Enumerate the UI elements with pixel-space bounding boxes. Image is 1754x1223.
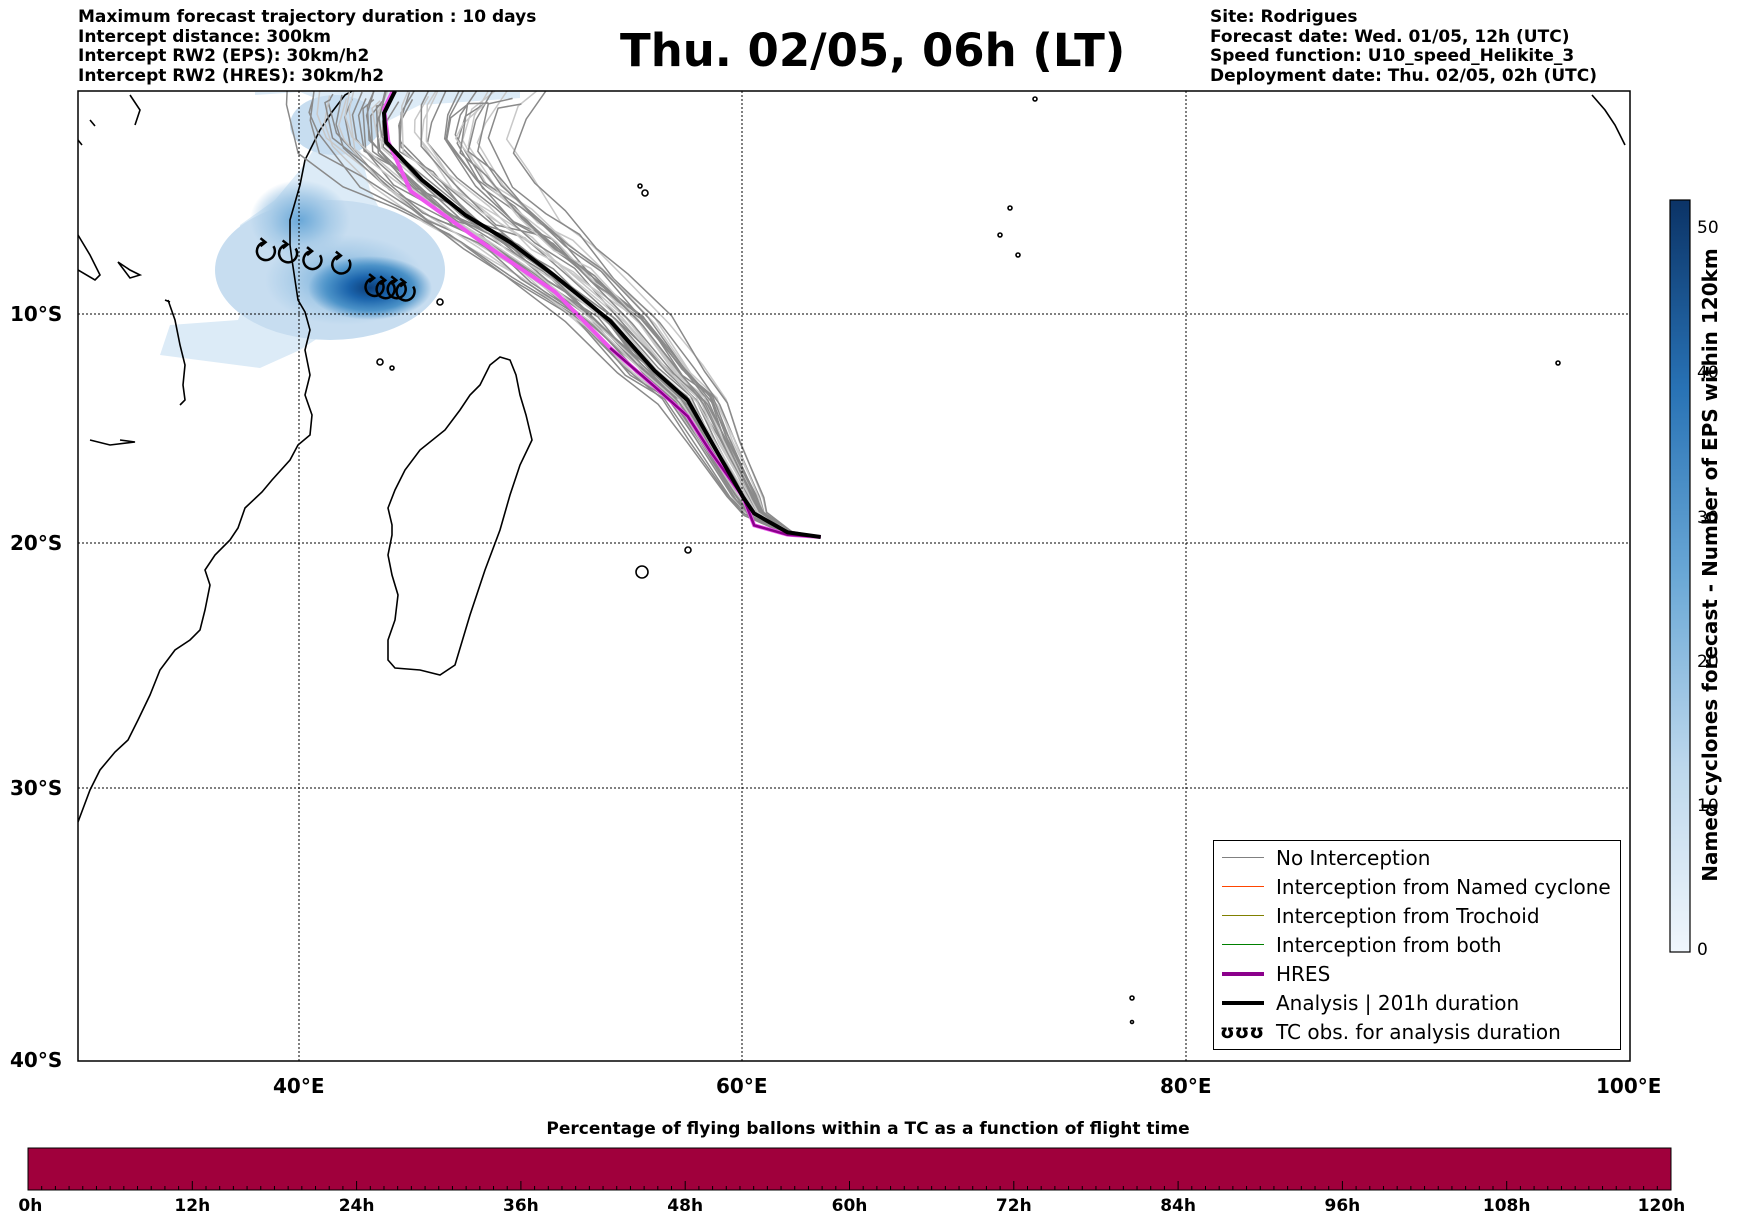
tc-obs-marker-arrow <box>390 275 399 286</box>
coastlines <box>78 91 1626 1025</box>
tc-obs-marker <box>302 249 323 271</box>
intercept-hres-text: Intercept RW2 (HRES): 30km/h2 <box>78 65 385 86</box>
speed-function-text: Speed function: U10_speed_Helikite_3 <box>1210 46 1575 66</box>
eps-trajectory <box>443 91 821 538</box>
legend-item-named-cyclone: Interception from Named cyclone <box>1214 872 1620 901</box>
eps-trajectory <box>401 91 821 538</box>
percentage-bar-tick-label: 72h <box>995 1196 1032 1216</box>
eps-trajectory <box>476 91 821 538</box>
lon-label-80e: 80°E <box>1160 1074 1212 1098</box>
eps-trajectory <box>285 91 821 538</box>
percentage-bar-tick-label: 48h <box>667 1196 704 1216</box>
percentage-bar-ticks <box>27 1181 1672 1190</box>
tc-obs-marker <box>395 281 416 302</box>
lon-label-100e: 100°E <box>1596 1074 1662 1098</box>
tc-obs-marker-arrow <box>379 275 388 286</box>
tc-obs-marker-arrow <box>259 237 268 248</box>
tc-obs-marker-arrow <box>281 239 290 250</box>
percentage-bar-title: Percentage of flying ballons within a TC… <box>546 1119 1190 1139</box>
eps-trajectory <box>505 91 821 538</box>
eps-trajectory <box>420 91 821 538</box>
intercept-distance-text: Intercept distance: 300km <box>78 26 331 47</box>
tc-obs-marker <box>375 279 396 300</box>
lat-label-20s: 20°S <box>10 531 63 555</box>
legend-item-trochoid: Interception from Trochoid <box>1214 901 1620 930</box>
legend-item-hres: HRES <box>1214 959 1620 988</box>
grid-lines <box>78 91 1630 1061</box>
eps-trajectory <box>445 103 821 538</box>
density-colorbar <box>1669 199 1691 953</box>
lon-label-40e: 40°E <box>273 1074 325 1098</box>
lon-label-60e: 60°E <box>716 1074 768 1098</box>
header-info-left: Maximum forecast trajectory duration : 1… <box>78 7 537 86</box>
hres-track-core <box>609 346 821 539</box>
eps-trajectory <box>459 102 821 538</box>
percentage-bar-tick-label: 12h <box>174 1196 211 1216</box>
tc-observations <box>255 237 416 302</box>
lat-label-40s: 40°S <box>10 1048 63 1072</box>
tc-obs-marker <box>331 254 352 275</box>
colorbar-tick-40: 40 <box>1697 363 1719 383</box>
lat-label-30s: 30°S <box>10 776 63 800</box>
header-info-right: Site: Rodrigues Forecast date: Wed. 01/0… <box>1210 7 1597 86</box>
analysis-track <box>381 91 821 539</box>
percentage-bar-tick-label: 24h <box>338 1196 375 1216</box>
tc-obs-marker <box>277 243 299 264</box>
percentage-bar-tick-label: 120h <box>1637 1196 1686 1216</box>
eps-trajectory <box>467 91 821 538</box>
colorbar-tick-30: 30 <box>1697 508 1719 528</box>
legend-item-both: Interception from both <box>1214 930 1620 959</box>
eps-trajectory <box>512 91 821 538</box>
eps-trajectory <box>308 97 821 538</box>
intercept-eps-text: Intercept RW2 (EPS): 30km/h2 <box>78 46 370 66</box>
site-text: Site: Rodrigues <box>1210 7 1358 27</box>
page-title: Thu. 02/05, 06h (LT) <box>620 24 1126 77</box>
tc-obs-marker-arrow <box>335 250 343 261</box>
colorbar-tick-20: 20 <box>1697 652 1719 672</box>
map-frame <box>77 90 1631 1062</box>
legend-item-no-interception: No Interception <box>1214 843 1620 872</box>
colorbar-tick-50: 50 <box>1697 218 1719 238</box>
lat-label-10s: 10°S <box>10 302 63 326</box>
percentage-bar-tick-label: 0h <box>18 1196 43 1216</box>
legend-item-analysis: Analysis | 201h duration <box>1214 988 1620 1017</box>
colorbar-tick-10: 10 <box>1697 796 1719 816</box>
forecast-date-text: Forecast date: Wed. 01/05, 12h (UTC) <box>1210 26 1570 47</box>
percentage-bar-tick-label: 108h <box>1482 1196 1531 1216</box>
tc-obs-marker <box>255 240 277 262</box>
tc-obs-marker <box>364 276 385 298</box>
percentage-bar-tick-label: 60h <box>831 1196 868 1216</box>
tc-obs-marker <box>386 279 407 300</box>
percentage-bar-tick-label: 96h <box>1324 1196 1361 1216</box>
colorbar-title: Named cyclones forecast - Number of EPS … <box>1698 248 1722 882</box>
tc-obs-marker-arrow <box>306 246 315 257</box>
percentage-bar-tick-label: 84h <box>1160 1196 1196 1216</box>
map-legend: No Interception Interception from Named … <box>1213 840 1621 1050</box>
tc-obs-icon: ʊʊʊ <box>1220 1020 1265 1043</box>
colorbar-tick-0: 0 <box>1697 940 1708 960</box>
legend-item-tc-obs: ʊʊʊ TC obs. for analysis duration <box>1220 1019 1561 1044</box>
tc-obs-marker-arrow <box>399 277 408 288</box>
deployment-date-text: Deployment date: Thu. 02/05, 02h (UTC) <box>1210 65 1597 86</box>
percentage-bar-tick-label: 36h <box>503 1196 539 1216</box>
tc-obs-marker-arrow <box>368 273 377 284</box>
max-duration-text: Maximum forecast trajectory duration : 1… <box>78 7 537 27</box>
eps-trajectory <box>487 103 821 538</box>
